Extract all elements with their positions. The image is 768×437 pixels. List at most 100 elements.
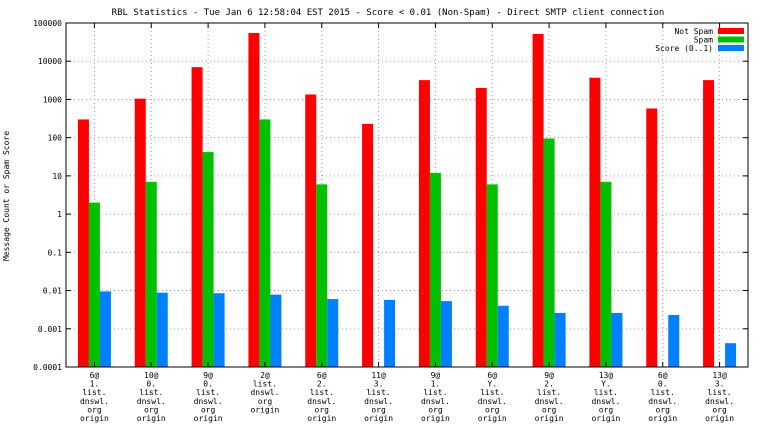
x-tick-label: Y. — [601, 380, 611, 389]
x-tick-label: list. — [651, 388, 675, 397]
x-tick-label: list. — [480, 388, 504, 397]
x-tick-label: 0. — [203, 380, 213, 389]
legend-swatch — [718, 45, 744, 51]
bar-score-0-1 — [668, 314, 680, 367]
y-tick-label: 1000 — [43, 95, 62, 104]
x-tick-label: org — [87, 405, 102, 414]
bar-spam — [145, 181, 157, 367]
y-axis-label: Message Count or Spam Score — [2, 131, 11, 261]
x-tick-label: list. — [196, 388, 220, 397]
x-tick-label: dnswl. — [648, 397, 677, 406]
x-tick-label: 9@ — [431, 371, 441, 380]
y-tick-label: 0.001 — [38, 325, 62, 334]
x-tick-label: 2@ — [260, 371, 270, 380]
bar-score-0-1 — [270, 294, 282, 367]
bar-not-spam — [248, 32, 260, 367]
bar-not-spam — [362, 123, 374, 367]
x-tick-label: 13@ — [712, 371, 727, 380]
y-tick-label: 10000 — [38, 57, 62, 66]
bar-score-0-1 — [99, 291, 111, 367]
chart-title: RBL Statistics - Tue Jan 6 12:58:04 EST … — [112, 8, 665, 18]
bar-score-0-1 — [497, 305, 509, 367]
x-tick-label: dnswl. — [535, 397, 564, 406]
legend-label: Score (0..1) — [655, 44, 713, 53]
bars-layer — [77, 32, 737, 368]
x-tick-label: 10@ — [144, 371, 159, 380]
x-tick-label: origin — [250, 405, 279, 414]
x-tick-label: org — [599, 405, 614, 414]
bar-not-spam — [532, 33, 544, 368]
x-tick-label: origin — [535, 414, 564, 423]
legend-label: Spam — [694, 36, 713, 45]
x-tick-label: org — [258, 397, 273, 406]
x-tick-label: org — [201, 405, 216, 414]
plot-frame — [65, 22, 749, 368]
x-tick-label: list. — [708, 388, 732, 397]
bar-not-spam — [475, 87, 487, 367]
x-tick-label: list. — [253, 380, 277, 389]
bar-score-0-1 — [611, 312, 623, 367]
bar-spam — [600, 181, 612, 367]
x-tick-label: origin — [478, 414, 507, 423]
y-tick-label: 10 — [52, 172, 62, 181]
x-tick-label: 6@ — [90, 371, 100, 380]
bar-spam — [486, 184, 498, 367]
y-tick-label: 1 — [57, 210, 62, 219]
bar-spam — [259, 119, 271, 368]
x-tick-label: origin — [591, 414, 620, 423]
x-tick-label: Y. — [487, 380, 497, 389]
x-tick-label: dnswl. — [478, 397, 507, 406]
x-tick-label: origin — [137, 414, 166, 423]
bar-score-0-1 — [725, 343, 737, 367]
x-tick-label: 0. — [658, 380, 668, 389]
legend-label: Not Spam — [674, 27, 713, 36]
bar-score-0-1 — [156, 292, 168, 367]
x-tick-label: list. — [367, 388, 391, 397]
x-tick-label: dnswl. — [307, 397, 336, 406]
axes-layer — [65, 22, 749, 368]
bar-spam — [202, 152, 214, 367]
bar-score-0-1 — [440, 301, 452, 367]
x-tick-label: list. — [310, 388, 334, 397]
x-tick-label: org — [542, 405, 557, 414]
x-tick-label: dnswl. — [250, 388, 279, 397]
x-tick-label: 2. — [544, 380, 554, 389]
x-tick-label: origin — [194, 414, 223, 423]
bar-not-spam — [646, 108, 658, 367]
x-tick-label: 1. — [90, 380, 100, 389]
x-tick-label: org — [371, 405, 386, 414]
x-tick-label: 2. — [317, 380, 327, 389]
x-tick-label: dnswl. — [137, 397, 166, 406]
x-tick-label: dnswl. — [80, 397, 109, 406]
x-tick-label: 11@ — [371, 371, 386, 380]
x-tick-label: 13@ — [599, 371, 614, 380]
x-tick-label: 1. — [431, 380, 441, 389]
bar-score-0-1 — [554, 312, 566, 367]
bar-not-spam — [589, 77, 601, 368]
x-tick-label: origin — [648, 414, 677, 423]
x-tick-label: dnswl. — [421, 397, 450, 406]
x-tick-label: org — [656, 405, 671, 414]
x-tick-label: org — [485, 405, 500, 414]
x-tick-label: origin — [421, 414, 450, 423]
x-tick-label: dnswl. — [705, 397, 734, 406]
y-tick-label: 100 — [48, 134, 63, 143]
bar-not-spam — [305, 94, 317, 367]
bar-score-0-1 — [213, 293, 225, 367]
bar-score-0-1 — [327, 299, 339, 367]
x-tick-label: dnswl. — [364, 397, 393, 406]
bar-spam — [543, 138, 555, 367]
x-tick-label: 3. — [374, 380, 384, 389]
x-tick-label: list. — [82, 388, 106, 397]
bar-not-spam — [191, 67, 203, 368]
x-tick-label: 6@ — [658, 371, 668, 380]
bar-not-spam — [134, 98, 146, 367]
x-tick-label: 6@ — [487, 371, 497, 380]
bar-not-spam — [418, 80, 430, 368]
bar-spam — [316, 184, 328, 367]
x-tick-label: dnswl. — [591, 397, 620, 406]
x-tick-label: 9@ — [203, 371, 213, 380]
